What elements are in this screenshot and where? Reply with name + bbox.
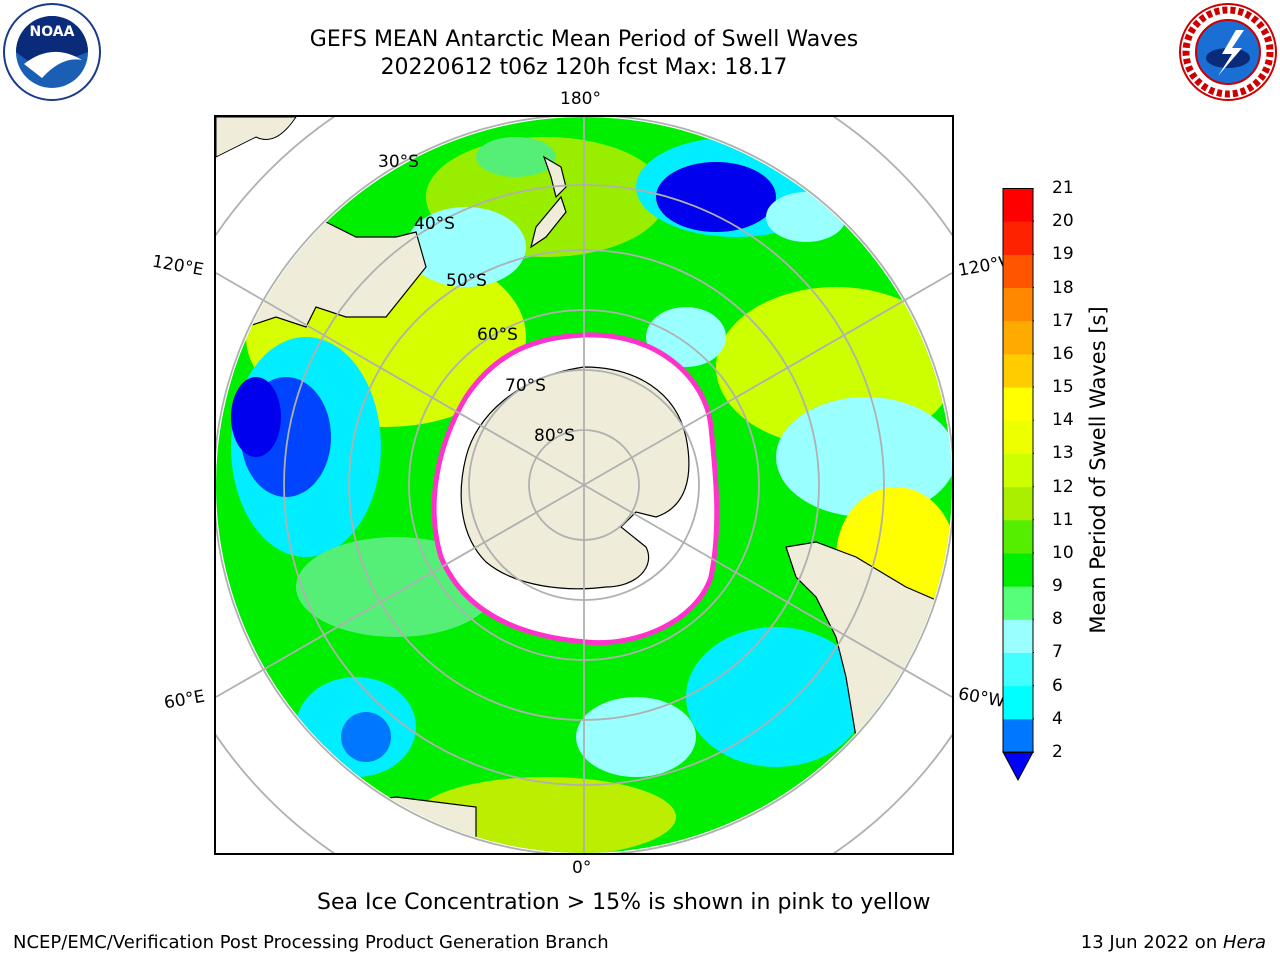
colorbar-swatch xyxy=(1003,420,1033,454)
colorbar-swatch xyxy=(1003,320,1033,355)
colorbar-outline xyxy=(1002,188,1034,753)
land-australia-top xyxy=(216,117,297,158)
colorbar-tick-label: 14 xyxy=(1052,410,1074,431)
colorbar-tick-label: 12 xyxy=(1052,476,1074,497)
map-panel: 30°S 40°S 50°S 60°S 70°S 80°S xyxy=(214,115,954,855)
colorbar-tick-label: 6 xyxy=(1052,675,1063,696)
colorbar-swatch xyxy=(1003,685,1033,720)
colorbar-swatch xyxy=(1003,652,1033,687)
svg-text:NOAA: NOAA xyxy=(30,24,75,40)
chart-title: GEFS MEAN Antarctic Mean Period of Swell… xyxy=(309,27,859,52)
colorbar-tick-label: 16 xyxy=(1052,343,1074,364)
colorbar-swatch xyxy=(1003,718,1033,753)
colorbar-swatch xyxy=(1003,552,1033,587)
land-new-zealand xyxy=(530,155,567,249)
colorbar-tick-label: 21 xyxy=(1052,178,1074,198)
colorbar-tick-label: 15 xyxy=(1052,377,1074,398)
colorbar-tick-label: 13 xyxy=(1052,443,1074,464)
colorbar-swatch xyxy=(1003,254,1033,289)
footer-date-text: 13 Jun 2022 on xyxy=(1080,932,1223,953)
lon-label-120e: 120°E xyxy=(150,251,206,281)
colorbar xyxy=(1002,188,1034,782)
noaa-logo: NOAA xyxy=(3,3,101,101)
colorbar-tick-label: 19 xyxy=(1052,244,1074,265)
polar-map xyxy=(216,117,952,853)
footer-credit: NCEP/EMC/Verification Post Processing Pr… xyxy=(13,932,609,953)
colorbar-swatch xyxy=(1003,221,1033,255)
land-madagascar xyxy=(216,766,297,828)
footer-date: 13 Jun 2022 on Hera xyxy=(1081,932,1266,953)
lat-label-40s: 40°S xyxy=(414,214,455,234)
colorbar-swatch xyxy=(1003,519,1033,554)
colorbar-label: Mean Period of Swell Waves [s] xyxy=(1086,306,1110,634)
colorbar-tick-label: 7 xyxy=(1052,642,1063,663)
colorbar-swatch xyxy=(1003,387,1033,421)
colorbar-extend-arrow xyxy=(1002,751,1034,782)
lat-label-60s: 60°S xyxy=(477,325,518,345)
colorbar-tick-label: 2 xyxy=(1052,742,1063,762)
lon-label-0: 0° xyxy=(572,858,592,878)
colorbar-tick-label: 10 xyxy=(1052,542,1074,563)
colorbar-tick-label: 17 xyxy=(1052,310,1074,331)
colorbar-tick-label: 11 xyxy=(1052,509,1074,530)
colorbar-tick-label: 18 xyxy=(1052,277,1074,298)
lon-label-180: 180° xyxy=(560,89,601,109)
land-antarctica xyxy=(460,366,690,590)
colorbar-tick-label: 8 xyxy=(1052,609,1063,630)
lat-label-80s: 80°S xyxy=(534,426,575,446)
colorbar-swatch xyxy=(1003,619,1033,653)
land-africa xyxy=(325,796,477,853)
national-weather-service-logo xyxy=(1179,3,1277,101)
colorbar-swatch xyxy=(1003,353,1033,388)
lat-label-30s: 30°S xyxy=(378,152,419,172)
sea-ice-caption: Sea Ice Concentration > 15% is shown in … xyxy=(317,890,931,915)
lat-label-50s: 50°S xyxy=(446,271,487,291)
colorbar-swatch xyxy=(1003,586,1033,620)
colorbar-tick-label: 20 xyxy=(1052,211,1074,232)
colorbar-swatch xyxy=(1003,188,1033,222)
lon-label-60w: 60°W xyxy=(956,684,1007,712)
footer-host: Hera xyxy=(1222,932,1266,953)
colorbar-tick-label: 9 xyxy=(1052,576,1063,597)
longitude-grid xyxy=(216,117,952,853)
colorbar-swatch xyxy=(1003,453,1033,488)
colorbar-swatch xyxy=(1003,486,1033,521)
lat-label-70s: 70°S xyxy=(505,376,546,396)
chart-subtitle: 20220612 t06z 120h fcst Max: 18.17 xyxy=(380,55,788,80)
lon-label-60e: 60°E xyxy=(162,686,207,714)
colorbar-swatch xyxy=(1003,287,1033,322)
colorbar-tick-label: 4 xyxy=(1052,708,1063,729)
